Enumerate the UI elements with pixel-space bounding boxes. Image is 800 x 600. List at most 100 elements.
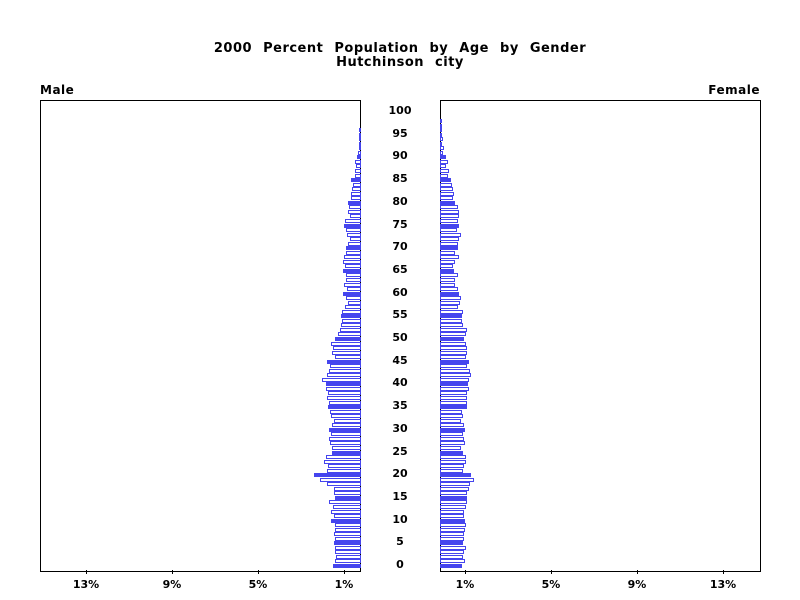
bar-female-age-3 [440,550,464,554]
bar-male-age-58 [348,301,361,305]
bar-male-age-53 [341,323,361,327]
bar-male-age-92 [359,146,361,150]
bar-male-age-57 [345,305,361,309]
male-plot-area [40,100,361,572]
female-zero-baseline [440,101,441,571]
age-tick-label-5: 5 [396,535,404,548]
bar-female-age-70 [440,246,458,250]
x-tick-label-9%: 9% [627,578,647,591]
bar-female-age-64 [440,273,458,277]
bar-male-age-18 [327,482,361,486]
bar-female-age-60 [440,292,459,296]
bar-male-age-50 [335,337,361,341]
bar-female-age-29 [440,432,463,436]
bar-male-age-7 [334,532,361,536]
bar-male-age-78 [348,210,361,214]
bar-female-age-82 [440,192,454,196]
bar-male-age-22 [328,464,361,468]
bar-male-age-42 [327,373,361,377]
bar-male-age-32 [334,419,361,423]
bar-male-age-31 [332,423,361,427]
bar-female-age-24 [440,455,466,459]
x-tick-label-1%: 1% [334,578,354,591]
bar-female-age-98 [440,119,442,123]
bar-female-age-11 [440,514,464,518]
bar-male-age-96 [359,128,361,132]
bar-female-age-76 [440,219,458,223]
bar-male-age-43 [329,369,361,373]
bar-male-age-52 [340,328,361,332]
age-tick-label-100: 100 [388,104,412,117]
bar-male-age-67 [343,260,361,264]
bar-female-age-48 [440,346,467,350]
bar-male-age-65 [343,269,361,273]
bar-male-age-76 [345,219,361,223]
bar-female-age-49 [440,342,466,346]
bar-female-age-22 [440,464,464,468]
x-tick-9% [637,570,638,574]
bar-male-age-38 [328,391,361,395]
age-tick-label-35: 35 [392,399,408,412]
bar-male-age-26 [332,446,361,450]
chart-title: 2000 Percent Population by Age by Gender [213,41,587,56]
bar-female-age-43 [440,369,470,373]
age-tick-label-30: 30 [392,422,408,435]
age-tick-label-75: 75 [392,218,408,231]
bar-male-age-61 [347,287,361,291]
bar-male-age-6 [335,537,361,541]
bar-female-age-17 [440,487,469,491]
bar-male-age-69 [346,251,361,255]
bar-male-age-49 [331,342,361,346]
bar-male-age-75 [344,224,361,228]
bar-male-age-48 [333,346,361,350]
bar-female-age-66 [440,264,453,268]
bar-male-age-36 [329,401,361,405]
bar-female-age-6 [440,537,464,541]
bar-male-age-2 [336,555,361,559]
bar-male-age-82 [351,192,361,196]
bar-male-age-21 [327,469,361,473]
bar-male-age-70 [346,246,361,250]
bar-female-age-47 [440,351,467,355]
chart-subtitle: Hutchinson city [336,55,464,70]
bar-female-age-86 [440,174,448,178]
bar-female-age-87 [440,169,449,173]
bar-female-age-95 [440,133,442,137]
bar-male-age-74 [346,228,361,232]
female-plot-area [440,100,761,572]
bar-male-age-10 [331,519,361,523]
bar-female-age-42 [440,373,471,377]
bar-male-age-20 [314,473,361,477]
bar-female-age-63 [440,278,455,282]
bar-male-age-27 [330,441,361,445]
bar-female-age-94 [440,137,443,141]
bar-female-age-74 [440,228,457,232]
bar-male-age-77 [350,214,361,218]
bar-male-age-51 [338,332,361,336]
bar-male-age-91 [358,151,361,155]
x-tick-label-13%: 13% [709,578,737,591]
age-tick-label-15: 15 [392,490,408,503]
bar-female-age-88 [440,164,446,168]
bar-female-age-26 [440,446,461,450]
bar-male-age-80 [348,201,361,205]
bar-male-age-83 [352,187,361,191]
bar-female-age-13 [440,505,466,509]
age-tick-label-55: 55 [392,308,408,321]
bar-male-age-3 [335,550,361,554]
bar-female-age-31 [440,423,464,427]
bar-male-age-55 [341,314,361,318]
bar-female-age-78 [440,210,459,214]
bar-female-age-40 [440,382,468,386]
bar-male-age-73 [347,233,361,237]
bar-female-age-75 [440,224,459,228]
bar-male-age-24 [326,455,361,459]
bar-male-age-84 [353,183,361,187]
bar-male-age-35 [328,405,361,409]
bar-male-age-60 [343,292,361,296]
age-tick-label-95: 95 [392,127,408,140]
age-tick-label-50: 50 [392,331,408,344]
female-panel-label: Female [708,83,760,97]
age-tick-label-90: 90 [392,149,408,162]
